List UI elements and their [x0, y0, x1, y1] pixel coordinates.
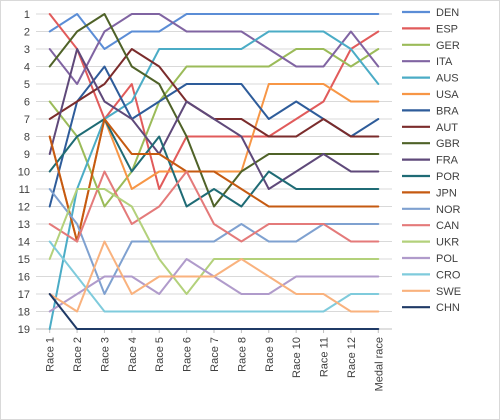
legend-label-ger: GER [436, 40, 460, 52]
y-tick-label: 19 [18, 324, 30, 336]
legend: DEN ESP GER ITA AUS USA BRA AUT GBR FRA POR JPN NOR C… [402, 7, 461, 314]
x-tick-label: Race 6 [182, 337, 194, 372]
series-line-ita [48, 13, 380, 85]
x-tick-label: Race 4 [127, 337, 139, 372]
x-tick-label: Medal race [373, 337, 385, 391]
y-tick-label: 4 [24, 62, 30, 74]
x-tick-label: Race 2 [72, 337, 84, 372]
legend-label-esp: ESP [436, 23, 458, 35]
x-tick-label: Race 3 [99, 337, 111, 372]
y-tick-label: 3 [24, 44, 30, 56]
legend-label-pol: POL [436, 253, 458, 265]
y-tick-label: 1 [24, 9, 30, 21]
series-line-swe [48, 240, 380, 313]
x-tick-label: Race 5 [154, 337, 166, 372]
series-line-can [48, 170, 380, 243]
y-tick-label: 10 [18, 167, 30, 179]
series-line-cro [48, 240, 380, 313]
series-line-jpn [48, 118, 380, 243]
legend-label-por: POR [436, 171, 460, 183]
series-layer [48, 13, 380, 330]
legend-label-ita: ITA [436, 56, 453, 68]
y-tick-label: 2 [24, 27, 30, 39]
legend-label-den: DEN [436, 7, 459, 19]
legend-label-usa: USA [436, 89, 459, 101]
legend-label-jpn: JPN [436, 187, 457, 199]
legend-label-ukr: UKR [436, 237, 459, 249]
series-line-ger [48, 48, 380, 208]
y-tick-label: 16 [18, 272, 30, 284]
legend-label-nor: NOR [436, 204, 461, 216]
x-tick-label: Race 12 [346, 337, 358, 378]
y-tick-label: 9 [24, 149, 30, 161]
y-tick-label: 8 [24, 132, 30, 144]
legend-label-can: CAN [436, 220, 459, 232]
x-tick-label: Race 10 [291, 337, 303, 378]
legend-label-chn: CHN [436, 302, 460, 314]
y-tick-label: 7 [24, 114, 30, 126]
y-tick-label: 17 [18, 289, 30, 301]
legend-label-swe: SWE [436, 286, 461, 298]
series-line-den [48, 13, 380, 50]
x-tick-label: Race 1 [45, 337, 57, 372]
legend-label-aut: AUT [436, 122, 458, 134]
y-tick-label: 13 [18, 219, 30, 231]
x-tick-label: Race 8 [236, 337, 248, 372]
x-tick-label: Race 11 [319, 337, 331, 377]
legend-label-aus: AUS [436, 73, 459, 85]
series-line-fra [48, 48, 380, 190]
legend-label-bra: BRA [436, 105, 459, 117]
x-tick-label: Race 7 [209, 337, 221, 372]
series-line-chn [48, 293, 380, 330]
x-tick-label: Race 9 [264, 337, 276, 372]
y-tick-label: 6 [24, 97, 30, 109]
legend-label-fra: FRA [436, 155, 459, 167]
series-line-ukr [48, 188, 380, 295]
legend-label-cro: CRO [436, 269, 461, 281]
y-tick-label: 14 [18, 237, 30, 249]
y-tick-label: 11 [19, 184, 30, 196]
y-tick-label: 5 [24, 79, 30, 91]
y-tick-label: 18 [18, 307, 30, 319]
y-tick-label: 12 [18, 202, 30, 214]
legend-label-gbr: GBR [436, 138, 460, 150]
y-tick-label: 15 [18, 254, 30, 266]
